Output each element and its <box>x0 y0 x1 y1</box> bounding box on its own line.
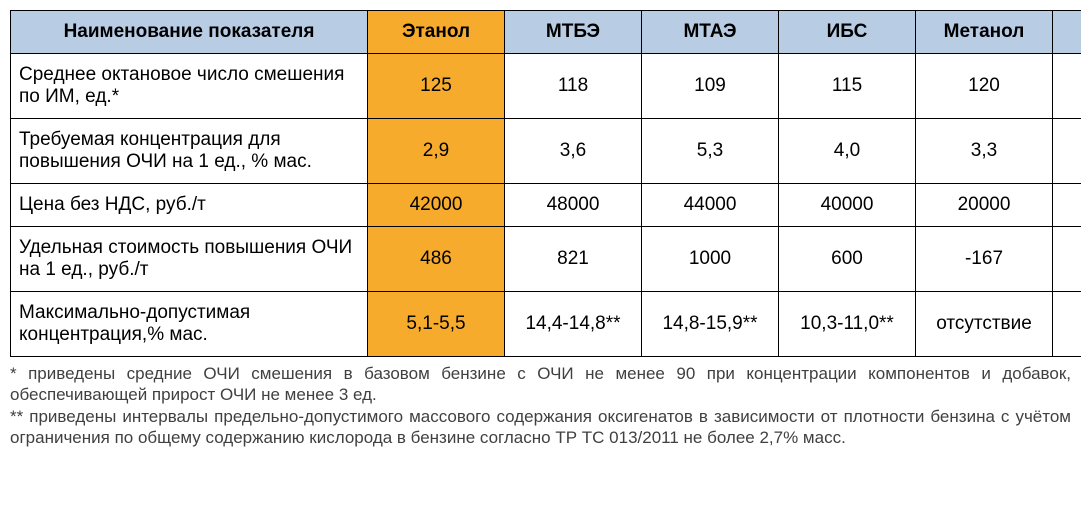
cell-value: 10,3-11,0** <box>779 292 916 357</box>
cell-value: 0,3 <box>1053 119 1081 184</box>
header-ethanol: Этанол <box>368 11 505 54</box>
cell-value: К4-1,3 <box>1053 292 1081 357</box>
table-row: Требуемая концентрация для повышения ОЧИ… <box>11 119 1081 184</box>
header-name: Наименование показателя <box>11 11 368 54</box>
row-name: Среднее октановое число смешения по ИМ, … <box>11 54 368 119</box>
cell-value: 486 <box>368 227 505 292</box>
cell-value: 115 <box>779 54 916 119</box>
row-name: Требуемая концентрация для повышения ОЧИ… <box>11 119 368 184</box>
cell-value: 821 <box>505 227 642 292</box>
table-row: Максимально-допустимая концентрация,% ма… <box>11 292 1081 357</box>
header-mtbe: МТБЭ <box>505 11 642 54</box>
comparison-table: Наименование показателя Этанол МТБЭ МТАЭ… <box>10 10 1081 357</box>
table-row: Среднее октановое число смешения по ИМ, … <box>11 54 1081 119</box>
cell-value: 20000 <box>916 184 1053 227</box>
header-methanol: Метанол <box>916 11 1053 54</box>
cell-value: 3,6 <box>505 119 642 184</box>
cell-value: 109 <box>642 54 779 119</box>
table-row: Цена без НДС, руб./т 42000 48000 44000 4… <box>11 184 1081 227</box>
table-header-row: Наименование показателя Этанол МТБЭ МТАЭ… <box>11 11 1081 54</box>
table-row: Удельная стоимость повышения ОЧИ на 1 ед… <box>11 227 1081 292</box>
cell-value: 125 <box>368 54 505 119</box>
row-name: Цена без НДС, руб./т <box>11 184 368 227</box>
footnotes: * приведены средние ОЧИ смешения в базов… <box>10 363 1071 448</box>
cell-value: 2,9 <box>368 119 505 184</box>
cell-value: 14,8-15,9** <box>642 292 779 357</box>
footnote-2: ** приведены интервалы предельно-допусти… <box>10 406 1071 449</box>
cell-value: 4,0 <box>779 119 916 184</box>
header-nma: N-MA <box>1053 11 1081 54</box>
header-mtae: МТАЭ <box>642 11 779 54</box>
cell-value: 14,4-14,8** <box>505 292 642 357</box>
cell-value: 120 <box>916 54 1053 119</box>
row-name: Максимально-допустимая концентрация,% ма… <box>11 292 368 357</box>
cell-value: 105000 <box>1053 184 1081 227</box>
cell-value: 1000 <box>642 227 779 292</box>
row-name: Удельная стоимость повышения ОЧИ на 1 ед… <box>11 227 368 292</box>
cell-value: 3,3 <box>916 119 1053 184</box>
cell-value: 5,3 <box>642 119 779 184</box>
footnote-1: * приведены средние ОЧИ смешения в базов… <box>10 363 1071 406</box>
cell-value: -167 <box>916 227 1053 292</box>
cell-value: 5,1-5,5 <box>368 292 505 357</box>
cell-value: 600 <box>779 227 916 292</box>
header-ibs: ИБС <box>779 11 916 54</box>
cell-value: 229 <box>1053 227 1081 292</box>
cell-value: 48000 <box>505 184 642 227</box>
cell-value: отсутствие <box>916 292 1053 357</box>
cell-value: 42000 <box>368 184 505 227</box>
cell-value: 40000 <box>779 184 916 227</box>
cell-value: 118 <box>505 54 642 119</box>
cell-value: 44000 <box>642 184 779 227</box>
cell-value: 350 <box>1053 54 1081 119</box>
